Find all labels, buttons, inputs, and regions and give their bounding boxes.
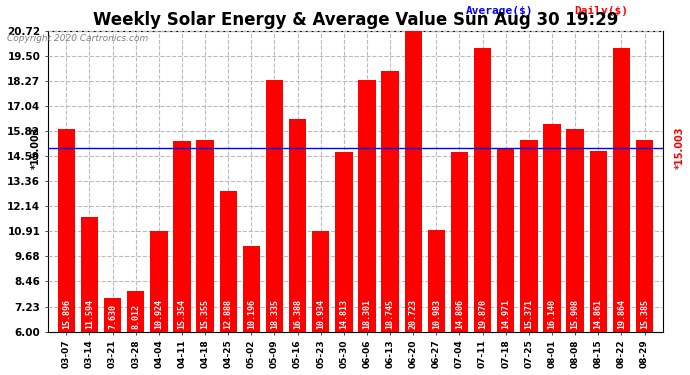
Text: 10.924: 10.924: [155, 298, 164, 328]
Text: 19.870: 19.870: [478, 298, 487, 328]
Text: 8.012: 8.012: [131, 304, 140, 328]
Bar: [451, 152, 468, 332]
Bar: [58, 129, 75, 332]
Bar: [104, 298, 121, 332]
Bar: [197, 141, 214, 332]
Text: 15.354: 15.354: [177, 298, 186, 328]
Bar: [81, 217, 98, 332]
Bar: [173, 141, 190, 332]
Bar: [382, 71, 399, 332]
Text: 18.301: 18.301: [362, 298, 371, 328]
Bar: [243, 246, 260, 332]
Text: 19.864: 19.864: [617, 298, 626, 328]
Text: 11.594: 11.594: [85, 298, 94, 328]
Text: 14.971: 14.971: [501, 298, 510, 328]
Text: 15.355: 15.355: [201, 298, 210, 328]
Bar: [358, 80, 375, 332]
Bar: [127, 291, 144, 332]
Bar: [289, 119, 306, 332]
Bar: [497, 148, 515, 332]
Bar: [543, 124, 561, 332]
Text: 10.196: 10.196: [247, 298, 256, 328]
Text: 15.385: 15.385: [640, 298, 649, 328]
Text: 12.888: 12.888: [224, 298, 233, 328]
Text: 7.630: 7.630: [108, 304, 117, 328]
Bar: [566, 129, 584, 332]
Text: 15.371: 15.371: [524, 298, 533, 328]
Text: 15.896: 15.896: [62, 298, 71, 328]
Text: 14.813: 14.813: [339, 298, 348, 328]
Bar: [613, 48, 630, 332]
Bar: [266, 80, 283, 332]
Bar: [520, 140, 538, 332]
Text: 16.140: 16.140: [547, 298, 557, 328]
Text: *15.003: *15.003: [31, 126, 41, 169]
Bar: [404, 31, 422, 332]
Text: Daily($): Daily($): [574, 6, 628, 16]
Text: 16.388: 16.388: [293, 298, 302, 328]
Text: *15.003: *15.003: [675, 126, 684, 169]
Bar: [635, 140, 653, 332]
Text: 14.806: 14.806: [455, 298, 464, 328]
Bar: [219, 191, 237, 332]
Text: 18.335: 18.335: [270, 298, 279, 328]
Text: 18.745: 18.745: [386, 298, 395, 328]
Bar: [312, 231, 329, 332]
Title: Weekly Solar Energy & Average Value Sun Aug 30 19:29: Weekly Solar Energy & Average Value Sun …: [92, 11, 618, 29]
Bar: [474, 48, 491, 332]
Bar: [428, 230, 445, 332]
Text: Average($): Average($): [466, 6, 533, 16]
Bar: [150, 231, 168, 332]
Text: 15.908: 15.908: [571, 298, 580, 328]
Bar: [335, 152, 353, 332]
Text: Copyright 2020 Cartronics.com: Copyright 2020 Cartronics.com: [7, 34, 148, 43]
Text: 20.723: 20.723: [408, 298, 417, 328]
Text: 14.861: 14.861: [594, 298, 603, 328]
Text: 10.934: 10.934: [316, 298, 325, 328]
Text: 10.983: 10.983: [432, 298, 441, 328]
Bar: [589, 151, 607, 332]
